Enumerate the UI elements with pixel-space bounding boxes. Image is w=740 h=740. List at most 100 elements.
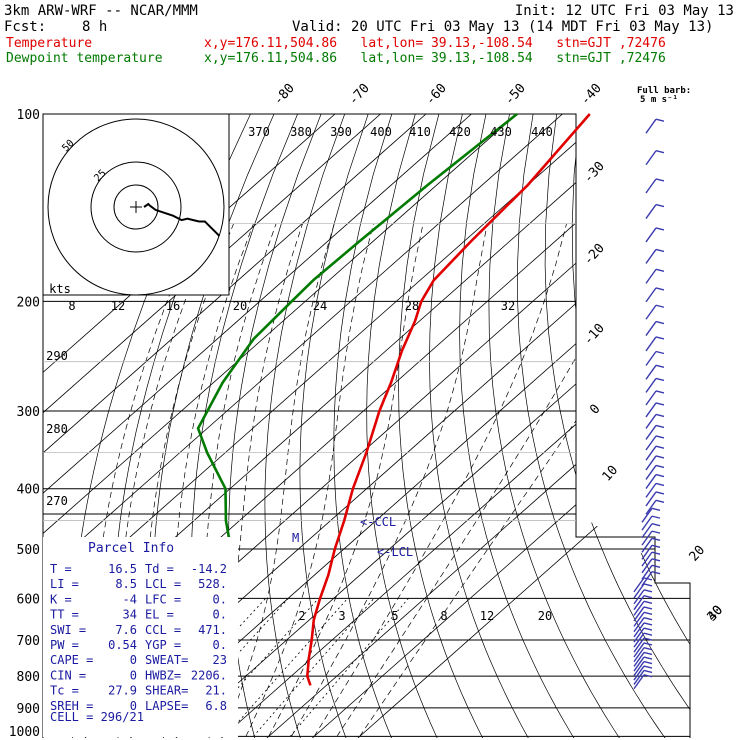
full-barb-label: Full barb:	[637, 86, 691, 96]
wind-barb-flag	[651, 551, 661, 555]
wind-barb-flag	[655, 287, 665, 291]
wind-barb-flag	[643, 669, 653, 674]
parcel-value: 0	[130, 699, 137, 713]
forecast-label: Fcst:	[4, 19, 47, 35]
wind-barb	[645, 364, 657, 380]
mixing-ratio-label: 12	[480, 609, 494, 623]
wind-barb	[645, 465, 657, 480]
wind-barb-flag	[655, 464, 665, 469]
hodograph-ring	[113, 184, 159, 230]
parcel-label: SWEAT=	[145, 653, 188, 667]
hodo-speed-label: 28	[405, 299, 419, 313]
dry-adiabat	[459, 114, 582, 738]
wind-barb-flag	[643, 606, 653, 610]
wind-barb-flag	[643, 660, 653, 665]
moist-adiabat	[245, 223, 374, 737]
wind-barb-flag	[651, 523, 661, 527]
parcel-label: SREH =	[50, 699, 93, 713]
wind-barb	[645, 474, 657, 489]
wind-barb	[645, 499, 657, 515]
wind-barb	[645, 414, 657, 429]
pressure-tick-label: 800	[17, 670, 40, 685]
parcel-value: 0	[130, 668, 137, 682]
wind-barb	[645, 491, 657, 507]
mixing-ratio-label: 2	[298, 609, 305, 623]
wind-barb-flag	[655, 336, 665, 340]
isotherm-line	[43, 114, 563, 738]
parcel-cell: CELL = 296/21	[50, 710, 144, 724]
parcel-label: K =	[50, 592, 72, 606]
isotherm-line	[221, 114, 690, 738]
wind-barb	[641, 558, 653, 574]
parcel-value: 34	[123, 608, 137, 622]
temperature-tick-label: -10	[581, 321, 608, 348]
parcel-value: 21.	[205, 684, 227, 698]
theta-label: 370	[248, 125, 270, 139]
dry-adiabat	[366, 114, 443, 738]
parcel-label: Tc =	[50, 684, 79, 698]
wind-barb	[645, 304, 657, 320]
theta-label: 430	[490, 125, 512, 139]
dry-adiabat	[598, 114, 690, 738]
wind-barb	[633, 632, 645, 648]
parcel-value: 528.	[198, 577, 227, 591]
parcel-label: TT =	[50, 608, 79, 622]
hodograph-ring	[90, 161, 182, 253]
parcel-value: 0	[130, 653, 137, 667]
mixing-ratio-label: 5	[391, 609, 398, 623]
temperature-tick-label: -70	[346, 81, 373, 108]
theta-label: 390	[330, 125, 352, 139]
parcel-value: 16.5	[108, 562, 137, 576]
wind-barb-flag	[651, 515, 661, 519]
wind-barb	[633, 611, 645, 627]
wind-barb-flag	[643, 611, 653, 616]
parcel-value: 471.	[198, 623, 227, 637]
dry-adiabat	[544, 114, 690, 738]
isotherm-line	[43, 114, 609, 738]
moist-adiabat	[268, 223, 424, 737]
wind-barb	[641, 530, 653, 546]
dry-adiabat	[299, 114, 369, 738]
wind-barb	[645, 287, 657, 303]
wind-barb	[645, 445, 657, 461]
wind-barb	[641, 515, 653, 531]
wind-barb	[645, 321, 657, 336]
wind-barb	[633, 595, 645, 611]
pressure-tick-label: 600	[17, 592, 40, 607]
parcel-label: LFC =	[145, 592, 181, 606]
hodo-speed-label: 20	[233, 299, 247, 313]
parcel-label: SHEAR=	[145, 684, 188, 698]
isotherm-line	[312, 114, 690, 738]
wind-barb-flag	[655, 227, 665, 231]
wind-barb	[641, 551, 653, 567]
pressure-tick-label: 500	[17, 543, 40, 558]
wind-barb-flag	[655, 445, 665, 449]
wind-barb-flag	[655, 377, 665, 382]
parcel-label: YGP =	[145, 638, 181, 652]
temperature-tick-label: 0	[587, 402, 603, 418]
parcel-label: LI =	[50, 577, 79, 591]
wind-barb	[645, 118, 657, 134]
forecast-hours: 8 h	[82, 19, 108, 35]
moist-adiabat	[291, 223, 488, 737]
wind-barb-flag	[651, 530, 661, 534]
dry-adiabat	[264, 114, 346, 738]
wind-barb	[641, 523, 653, 539]
wind-barb	[633, 661, 645, 676]
wind-barb	[633, 622, 645, 638]
pressure-tick-label: 100	[17, 108, 40, 123]
dry-adiabat	[722, 114, 740, 740]
parcel-value: 23	[213, 653, 227, 667]
wind-barb-flag	[655, 390, 665, 394]
wind-barb-flag	[643, 674, 653, 678]
m-marker: M	[292, 531, 299, 545]
parcel-label: LCL =	[145, 577, 181, 591]
ccl-marker: <-CCL	[360, 515, 396, 529]
wind-barb-flag	[643, 617, 653, 621]
wind-barb-flag	[655, 364, 665, 368]
wind-barb-flag	[655, 402, 665, 406]
parcel-label: CCL =	[145, 623, 181, 637]
pressure-tick-label: 700	[17, 634, 40, 649]
isotherm-line	[43, 114, 381, 738]
dry-adiabat	[517, 114, 674, 738]
